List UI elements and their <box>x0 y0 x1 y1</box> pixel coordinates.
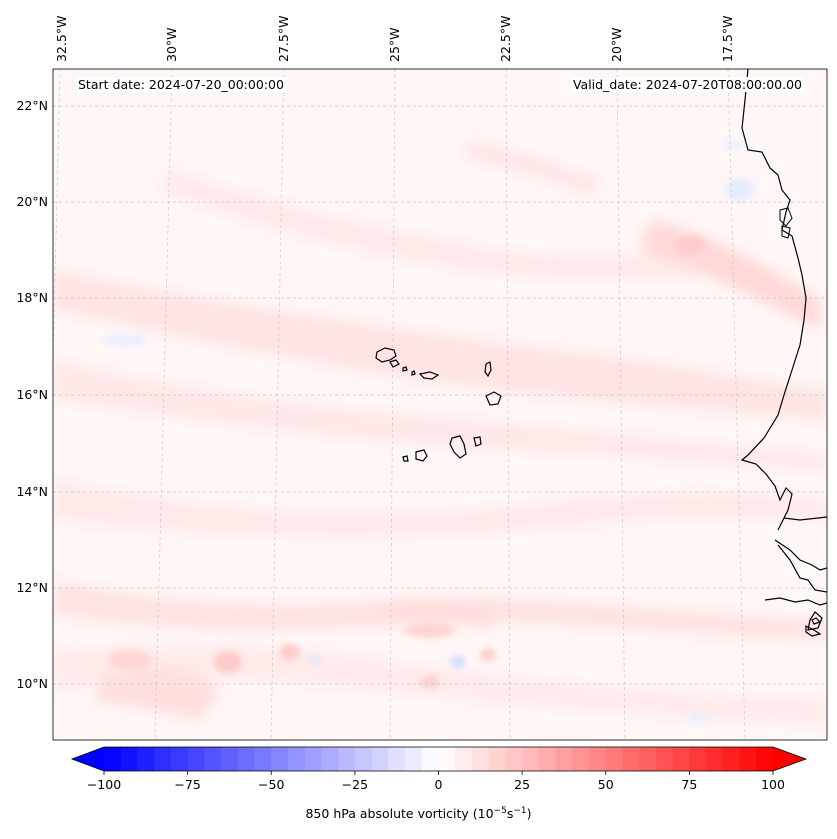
colorbar-label-exp2: −1 <box>513 806 527 816</box>
colorbar-label-prefix: 850 hPa absolute vorticity (10 <box>305 806 494 822</box>
colorbar-tick-label: 75 <box>681 777 698 792</box>
colorbar-segment <box>471 747 490 771</box>
colorbar-tick-label: −100 <box>86 777 122 792</box>
colorbar-segment <box>622 747 640 771</box>
colorbar-segment <box>338 747 356 771</box>
colorbar-extend-high <box>773 747 806 771</box>
colorbar-segment <box>254 747 272 771</box>
colorbar-tick-label: 50 <box>597 777 614 792</box>
colorbar-segment <box>522 747 540 771</box>
lat-label: 12°N <box>16 580 48 595</box>
lon-label: 27.5°W <box>276 15 291 62</box>
colorbar-segment <box>589 747 607 771</box>
colorbar-segment <box>388 747 406 771</box>
colorbar-segment <box>572 747 590 771</box>
lon-label: 22.5°W <box>498 15 513 62</box>
colorbar-segment <box>722 747 741 771</box>
lon-label: 17.5°W <box>720 15 735 62</box>
colorbar-segment <box>605 747 624 771</box>
colorbar-extend-low <box>72 747 104 771</box>
vorticity-field <box>53 69 827 740</box>
valid-date-label: Valid_date: 2024-07-20T08:00:00.00 <box>569 77 805 92</box>
colorbar-segment <box>538 747 557 771</box>
lat-label: 20°N <box>16 194 48 209</box>
colorbar-segment <box>271 747 289 771</box>
colorbar-segment <box>505 747 523 771</box>
colorbar-segment <box>756 747 774 771</box>
colorbar-segment <box>170 747 189 771</box>
colorbar-segment <box>304 747 323 771</box>
colorbar-segment <box>455 747 473 771</box>
colorbar-segment <box>154 747 172 771</box>
colorbar-segment <box>237 747 256 771</box>
lon-label: 32.5°W <box>54 15 69 62</box>
colorbar-segment <box>371 747 389 771</box>
colorbar-segment <box>287 747 306 771</box>
colorbar-label-exp1: −5 <box>493 806 507 816</box>
colorbar-segment <box>555 747 573 771</box>
colorbar-segment <box>639 747 657 771</box>
lat-label: 10°N <box>16 676 48 691</box>
colorbar-tick-label: 25 <box>514 777 531 792</box>
colorbar <box>70 746 808 775</box>
colorbar-segment <box>438 747 456 771</box>
colorbar-segment <box>204 747 222 771</box>
colorbar-segment <box>104 747 122 771</box>
colorbar-segment <box>655 747 674 771</box>
colorbar-tick-label: −75 <box>174 777 201 792</box>
coastline <box>740 69 827 637</box>
colorbar-segment <box>706 747 724 771</box>
lat-label: 16°N <box>16 387 48 402</box>
colorbar-tick-label: −50 <box>258 777 285 792</box>
colorbar-label: 850 hPa absolute vorticity (10−5s−1) <box>0 806 837 821</box>
colorbar-segment <box>689 747 707 771</box>
map-frame <box>52 68 828 741</box>
lon-label: 25°W <box>387 27 402 62</box>
lat-label: 22°N <box>16 98 48 113</box>
lon-label: 20°W <box>609 27 624 62</box>
colorbar-segment <box>488 747 506 771</box>
colorbar-segment <box>405 747 423 771</box>
lat-label: 14°N <box>16 484 48 499</box>
colorbar-segment <box>354 747 373 771</box>
colorbar-segment <box>672 747 690 771</box>
cape-verde-islands <box>375 347 502 462</box>
colorbar-segment <box>221 747 239 771</box>
colorbar-label-suffix: ) <box>526 806 532 822</box>
colorbar-segment <box>321 747 339 771</box>
colorbar-segment <box>739 747 757 771</box>
coastal-islands <box>779 207 793 239</box>
colorbar-tick-label: 0 <box>434 777 443 792</box>
colorbar-segment <box>187 747 205 771</box>
colorbar-segment <box>421 747 440 771</box>
lat-label: 18°N <box>16 290 48 305</box>
gridlines <box>53 69 827 740</box>
colorbar-tick-label: 100 <box>761 777 785 792</box>
lon-label: 30°W <box>164 27 179 62</box>
colorbar-tick-label: −25 <box>341 777 369 792</box>
start-date-label: Start date: 2024-07-20_00:00:00 <box>75 77 287 92</box>
colorbar-segment <box>137 747 155 771</box>
colorbar-segment <box>120 747 139 771</box>
colorbar-label-mid: s <box>506 806 514 822</box>
